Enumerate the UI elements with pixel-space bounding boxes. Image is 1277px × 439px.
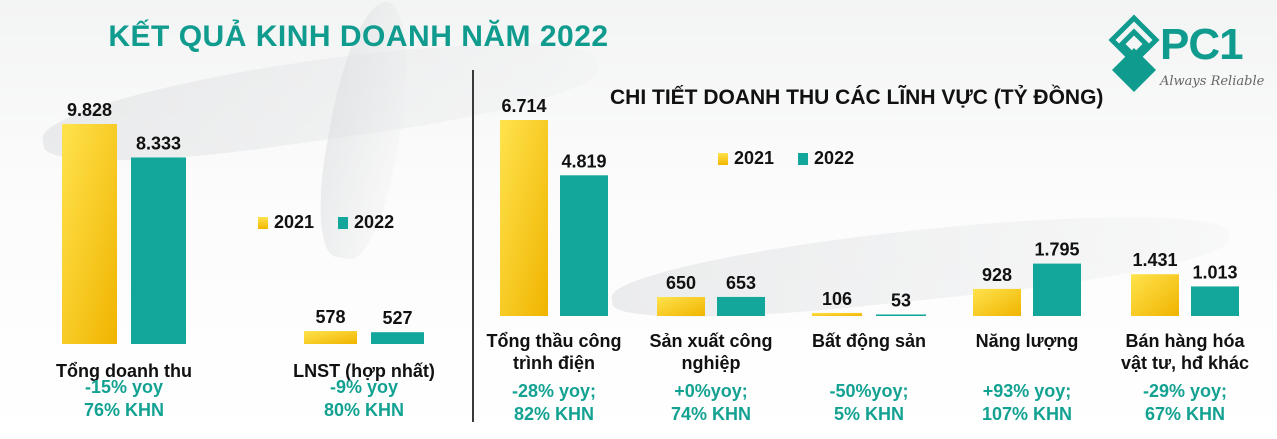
bar-2021 (812, 312, 862, 316)
legend-right: 2021 2022 (718, 148, 872, 169)
yoy-note-line: +93% yoy; (982, 381, 1072, 401)
category-label-line: Tổng doanh thu (56, 361, 192, 381)
yoy-note-line: 67% KHN (1144, 404, 1226, 424)
yoy-note: -9% yoy 80% KHN (259, 376, 469, 422)
legend-item-2021: 2021 (718, 148, 774, 169)
category-label: Bất động sản (784, 330, 954, 352)
legend-swatch-2022 (338, 216, 349, 229)
data-label-2022: 653 (726, 273, 756, 293)
data-label-2022: 8.333 (136, 133, 181, 153)
detail-chart-title: CHI TIẾT DOANH THU CÁC LĨNH VỰC (TỶ ĐỒNG… (610, 86, 1104, 109)
bar-2021 (973, 288, 1021, 316)
data-label-2021: 650 (666, 273, 696, 293)
yoy-note-line: 80% KHN (323, 400, 405, 420)
category-label-line: Sản xuất công (649, 331, 773, 351)
category-label-line: vật tư, hđ khác (1120, 353, 1250, 373)
yoy-note-line: -29% yoy; (1142, 381, 1228, 401)
yoy-note: -15% yoy 76% KHN (19, 376, 229, 422)
bar-2021 (657, 297, 705, 316)
section-divider (472, 70, 474, 422)
yoy-note-line: 5% KHN (833, 404, 904, 424)
legend-item-2022: 2022 (338, 212, 394, 233)
bar-2021 (500, 120, 548, 316)
data-label-2022: 53 (891, 290, 911, 310)
bar-2021 (62, 124, 117, 344)
legend-swatch-2021 (258, 216, 268, 229)
bar-2022 (371, 332, 424, 344)
legend-item-2021: 2021 (258, 212, 314, 233)
data-label-2021: 1.431 (1132, 250, 1177, 270)
logo-tagline: Always Reliable (1160, 74, 1265, 89)
category-label-line: LNST (hợp nhất) (293, 361, 435, 381)
data-label-2022: 1.013 (1192, 262, 1237, 282)
category-label-line: Tổng thầu công (486, 331, 622, 351)
pc1-logo-icon (1108, 14, 1160, 92)
page-title: KẾT QUẢ KINH DOANH NĂM 2022 (108, 20, 609, 53)
bar-2022 (1033, 263, 1081, 316)
data-label-2021: 928 (982, 265, 1012, 285)
yoy-note-line: -28% yoy; (511, 381, 597, 401)
legend-label-2021: 2021 (274, 212, 315, 232)
yoy-note-line: 107% KHN (981, 404, 1073, 424)
category-label: Tổng doanh thu (19, 360, 229, 382)
category-label-line: Bán hàng hóa (1125, 331, 1245, 351)
logo-text: PC1 (1160, 20, 1244, 69)
bar-2021 (304, 331, 357, 344)
legend-swatch-2022 (798, 152, 809, 165)
legend-label-2022: 2022 (354, 212, 395, 232)
category-label: Bán hàng hóa vật tư, hđ khác (1100, 330, 1270, 374)
bar-2022 (131, 157, 186, 344)
yoy-note-line: 74% KHN (670, 404, 752, 424)
yoy-note: +0%yoy; 74% KHN (626, 380, 796, 426)
yoy-note: -29% yoy; 67% KHN (1100, 380, 1270, 426)
data-label-2022: 1.795 (1034, 240, 1079, 260)
bar-2022 (717, 296, 765, 316)
bar-2022 (876, 314, 926, 316)
legend-label-2021: 2021 (734, 148, 775, 168)
category-label: Năng lượng (942, 330, 1112, 352)
category-label-line: nghiệp (681, 353, 741, 373)
bar-2022 (560, 175, 608, 316)
yoy-note-line: 82% KHN (513, 404, 595, 424)
yoy-note-line: -50%yoy; (829, 381, 909, 401)
legend-left: 2021 2022 (258, 212, 412, 233)
yoy-note-line: +0%yoy; (674, 381, 748, 401)
category-label-line: Bất động sản (811, 331, 926, 351)
legend-swatch-2021 (718, 152, 728, 165)
bar-2021 (1131, 274, 1179, 316)
data-label-2021: 6.714 (501, 96, 546, 116)
legend-label-2022: 2022 (814, 148, 855, 168)
yoy-note: -50%yoy; 5% KHN (784, 380, 954, 426)
category-label-line: Năng lượng (975, 331, 1079, 351)
category-label: LNST (hợp nhất) (259, 360, 469, 382)
bar-2022 (1191, 286, 1239, 316)
category-label: Tổng thầu công trình điện (469, 330, 639, 374)
yoy-note-line: -9% yoy (329, 377, 399, 397)
data-label-2021: 9.828 (67, 100, 112, 120)
data-label-2021: 106 (822, 289, 852, 309)
yoy-note-line: -15% yoy (84, 377, 164, 397)
data-label-2022: 527 (382, 308, 412, 328)
category-label: Sản xuất công nghiệp (626, 330, 796, 374)
yoy-note: -28% yoy; 82% KHN (469, 380, 639, 426)
data-label-2022: 4.819 (561, 151, 606, 171)
data-label-2021: 578 (315, 307, 345, 327)
category-label-line: trình điện (513, 353, 595, 373)
yoy-note-line: 76% KHN (83, 400, 165, 420)
yoy-note: +93% yoy; 107% KHN (942, 380, 1112, 426)
legend-item-2022: 2022 (798, 148, 854, 169)
